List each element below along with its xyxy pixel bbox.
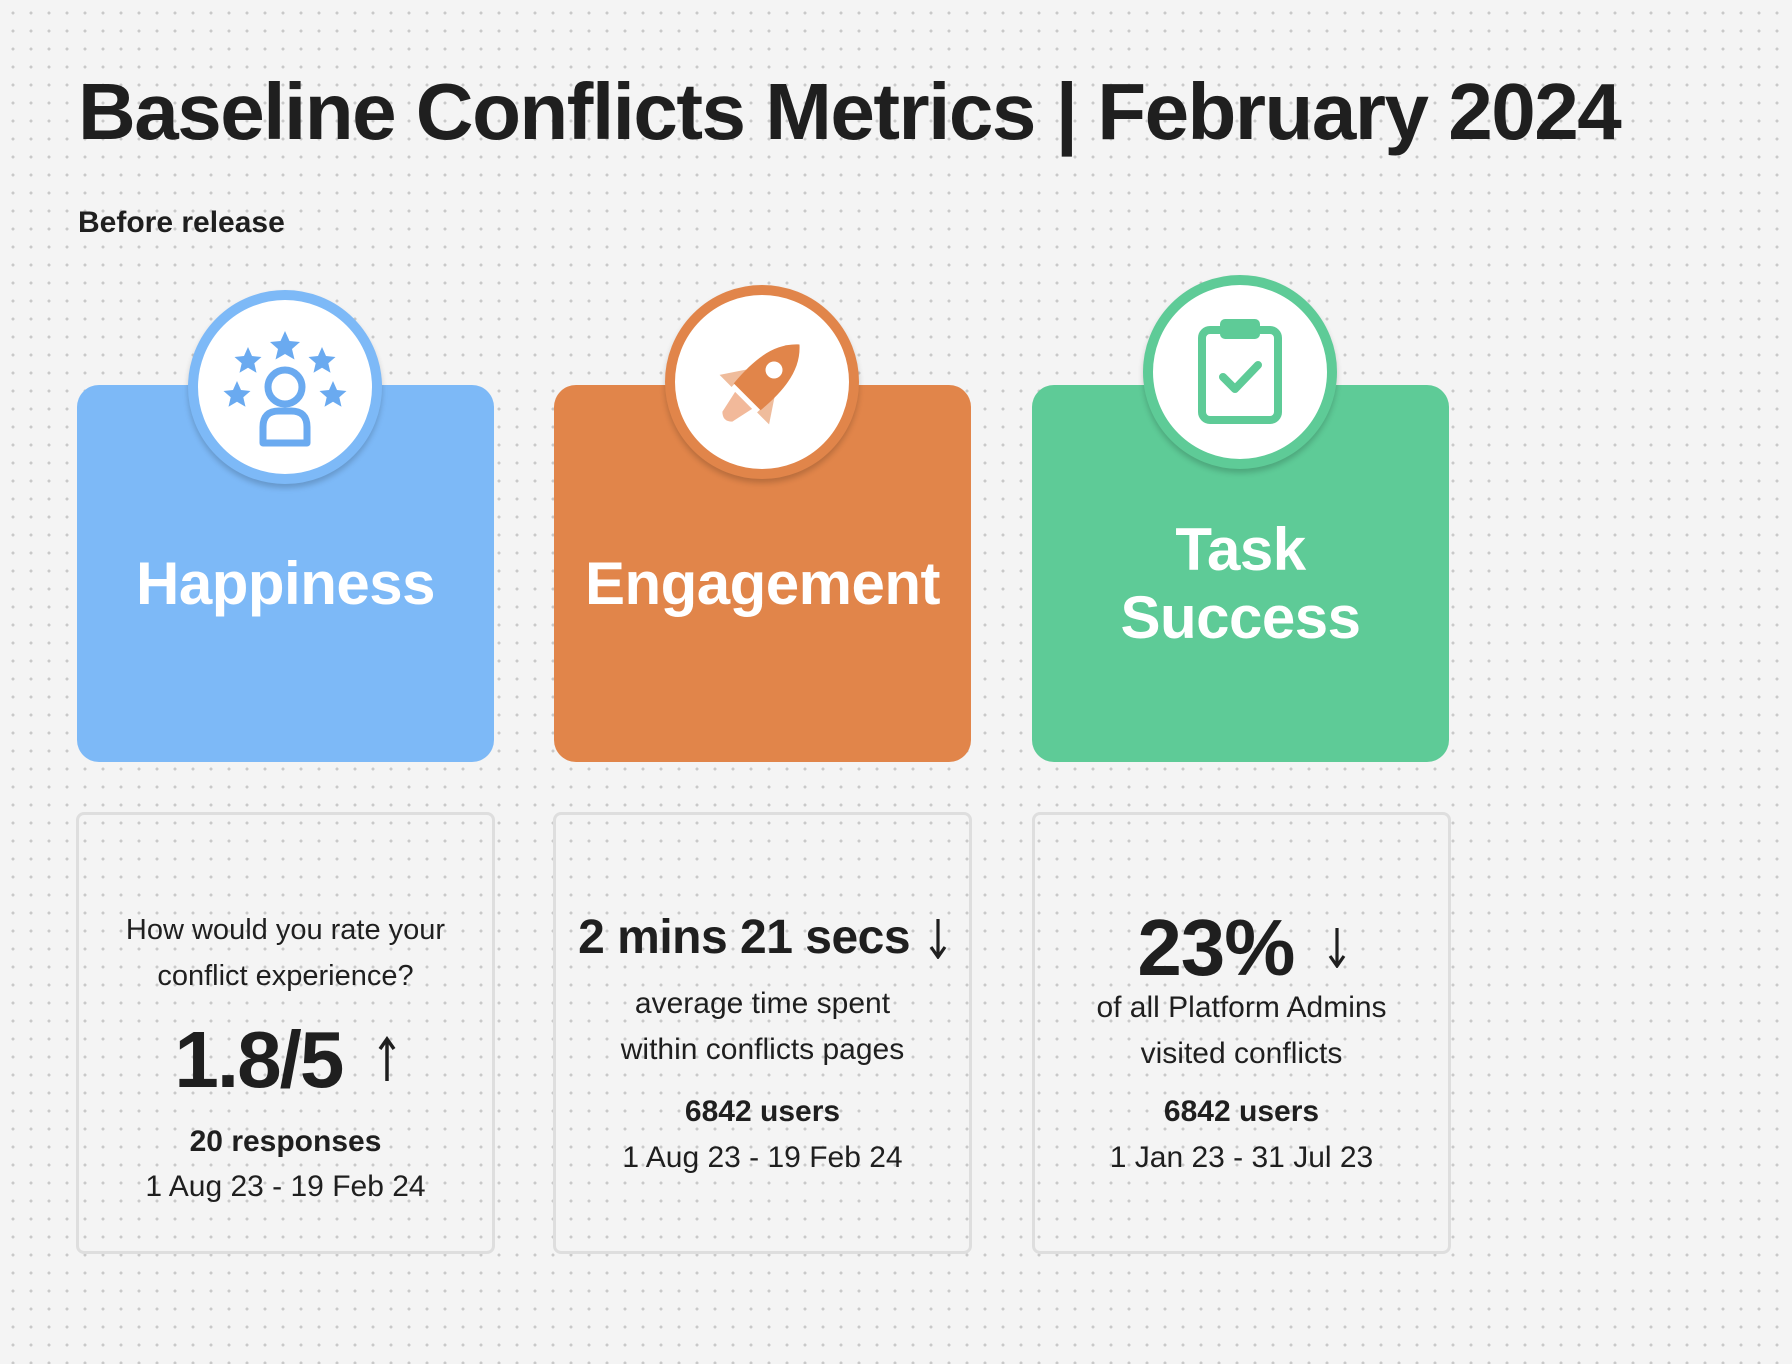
engagement-time-value: 2 mins 21 secs: [578, 911, 911, 964]
trend-down-arrow-icon: [929, 919, 947, 960]
happiness-badge: [188, 290, 382, 484]
happiness-responses: 20 responses: [189, 1125, 382, 1158]
engagement-period: 1 Aug 23 - 19 Feb 24: [622, 1141, 903, 1174]
task-success-desc-line1: of all Platform Admins: [1096, 991, 1387, 1024]
engagement-card: Engagement: [554, 385, 971, 762]
happiness-label: Happiness: [136, 549, 435, 617]
task-success-label-line1: Task: [1175, 515, 1306, 583]
engagement-stats-panel: 2 mins 21 secs average time spent within…: [553, 812, 972, 1254]
happiness-period: 1 Aug 23 - 19 Feb 24: [145, 1170, 426, 1203]
trend-down-arrow-icon: [1328, 927, 1345, 968]
task-success-users: 6842 users: [1163, 1095, 1320, 1128]
task-success-desc-line2: visited conflicts: [1140, 1037, 1343, 1070]
engagement-label: Engagement: [584, 549, 941, 617]
rocket-icon: [719, 344, 800, 425]
trend-up-arrow-icon: [378, 1035, 396, 1081]
engagement-desc-line1: average time spent: [634, 987, 891, 1020]
happiness-score: 1.8/5: [174, 1015, 344, 1104]
task-success-period: 1 Jan 23 - 31 Jul 23: [1109, 1141, 1374, 1174]
task-success-label-line2: Success: [1120, 583, 1361, 651]
happiness-question-line1: How would you rate your: [125, 914, 446, 946]
page-title: Baseline Conflicts Metrics | February 20…: [78, 67, 1622, 156]
clipboard-check-icon: [1198, 319, 1282, 424]
happiness-question-line2: conflict experience?: [157, 960, 414, 992]
engagement-desc-line2: within conflicts pages: [620, 1033, 905, 1066]
engagement-badge: [665, 285, 859, 479]
task-success-stats-panel: 23% of all Platform Admins visited confl…: [1032, 812, 1451, 1254]
rating-stars-user-icon: [223, 331, 347, 447]
task-success-percentage: 23%: [1137, 903, 1295, 992]
page-subtitle: Before release: [78, 206, 285, 239]
engagement-users: 6842 users: [684, 1095, 841, 1128]
happiness-stats-panel: How would you rate your conflict experie…: [76, 812, 495, 1254]
task-success-badge: [1143, 275, 1337, 469]
task-success-label: Task Success: [1120, 515, 1361, 652]
